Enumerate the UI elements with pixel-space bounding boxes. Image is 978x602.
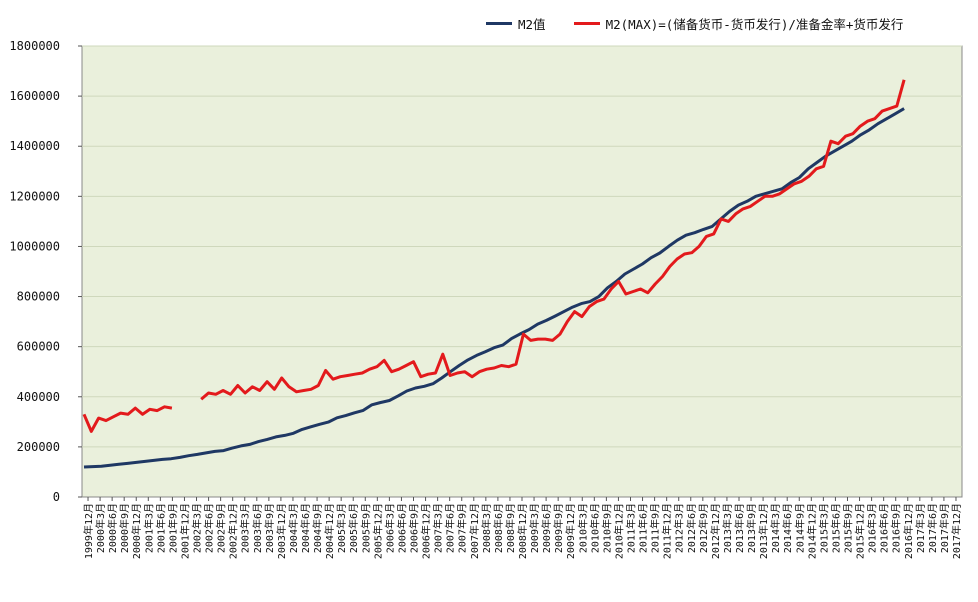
x-tick-label: 2005年6月 [347,503,360,553]
x-tick-label: 2001年12月 [178,503,191,559]
x-tick-label: 2008年6月 [492,503,505,553]
x-tick-label: 2010年6月 [588,503,601,553]
x-tick-label: 2000年9月 [118,503,131,553]
x-tick-label: 2006年6月 [395,503,408,553]
x-tick-label: 2009年12月 [564,503,577,559]
x-tick-label: 2002年9月 [215,503,228,553]
x-tick-label: 2000年6月 [106,503,119,553]
x-tick-label: 2003年9月 [263,503,276,553]
legend-label-m2: M2值 [518,17,546,32]
legend: M2值 M2(MAX)=(储备货币-货币发行)/准备金率+货币发行 [486,14,931,33]
x-tick-label: 2011年6月 [637,503,650,553]
x-tick-label: 2001年9月 [166,503,179,553]
x-tick-label: 2011年12月 [661,503,674,559]
x-tick-label: 2007年6月 [444,503,457,553]
series-line-1 [82,405,173,433]
y-tick-label: 400000 [17,390,60,404]
y-tick-label: 0 [53,490,60,504]
x-tick-label: 2015年9月 [841,503,854,553]
x-tick-label: 1999年12月 [82,503,95,559]
x-tick-label: 2000年12月 [130,503,143,559]
x-tick-label: 2009年9月 [552,503,565,553]
x-tick-label: 2008年12月 [516,503,529,559]
x-tick-label: 2017年12月 [950,503,963,559]
x-tick-label: 2013年9月 [745,503,758,553]
x-tick-label: 2002年3月 [191,503,204,553]
x-tick-label: 2006年3月 [383,503,396,553]
x-tick-label: 2011年9月 [649,503,662,553]
x-tick-label: 2005年12月 [371,503,384,559]
x-tick-label: 2010年12月 [612,503,625,559]
x-tick-label: 2016年9月 [890,503,903,553]
x-tick-label: 2010年3月 [576,503,589,553]
x-tick-label: 2002年6月 [203,503,216,553]
x-tick-label: 2014年3月 [769,503,782,553]
x-tick-label: 2013年12月 [757,503,770,559]
x-tick-label: 2009年6月 [540,503,553,553]
x-tick-label: 2001年3月 [142,503,155,553]
y-tick-label: 1400000 [9,139,60,153]
x-tick-label: 2004年6月 [299,503,312,553]
y-tick-label: 1000000 [9,239,60,253]
x-tick-label: 2016年6月 [878,503,891,553]
x-tick-label: 2011年3月 [624,503,637,553]
x-tick-label: 2001年6月 [154,503,167,553]
x-tick-label: 2000年3月 [94,503,107,553]
x-tick-label: 2012年12月 [709,503,722,559]
x-tick-label: 2012年3月 [673,503,686,553]
x-tick-label: 2004年3月 [287,503,300,553]
x-tick-label: 2017年3月 [914,503,927,553]
y-tick-label: 200000 [17,440,60,454]
x-tick-label: 2016年12月 [902,503,915,559]
x-tick-label: 2014年6月 [781,503,794,553]
x-tick-label: 2007年3月 [432,503,445,553]
x-tick-label: 2006年12月 [420,503,433,559]
x-tick-label: 2012年9月 [697,503,710,553]
x-tick-label: 2005年9月 [359,503,372,553]
x-tick-label: 2014年12月 [805,503,818,559]
x-tick-label: 2009年3月 [528,503,541,553]
x-tick-label: 2003年12月 [275,503,288,559]
y-tick-label: 1200000 [9,189,60,203]
x-tick-label: 2005年3月 [335,503,348,553]
legend-label-m2-max: M2(MAX)=(储备货币-货币发行)/准备金率+货币发行 [605,17,904,32]
x-tick-label: 2008年9月 [504,503,517,553]
series-line-0 [83,107,905,469]
x-tick-label: 2017年6月 [926,503,939,553]
y-tick-label: 1800000 [9,39,60,53]
x-tick-label: 2010年9月 [600,503,613,553]
legend-item-m2-max[interactable]: M2(MAX)=(储备货币-货币发行)/准备金率+货币发行 [573,14,904,33]
x-tick-label: 2006年9月 [408,503,421,553]
y-tick-label: 800000 [17,290,60,304]
x-tick-label: 2017年9月 [938,503,951,553]
x-tick-label: 2016年3月 [866,503,879,553]
x-tick-label: 2007年9月 [456,503,469,553]
series-line-1 [200,79,906,401]
legend-item-m2[interactable]: M2值 [486,14,546,33]
x-tick-label: 2004年9月 [311,503,324,553]
y-tick-label: 600000 [17,340,60,354]
x-tick-label: 2003年3月 [239,503,252,553]
x-tick-label: 2002年12月 [227,503,240,559]
legend-swatch-m2-max [573,22,600,25]
x-tick-label: 2004年12月 [323,503,336,559]
x-tick-label: 2015年12月 [854,503,867,559]
x-tick-label: 2015年3月 [817,503,830,553]
plot-area [81,45,963,498]
x-tick-label: 2015年6月 [829,503,842,553]
x-tick-label: 2014年9月 [793,503,806,553]
x-tick-label: 2007年12月 [468,503,481,559]
y-tick-label: 1600000 [9,89,60,103]
x-tick-label: 2003年6月 [251,503,264,553]
x-tick-label: 2012年6月 [685,503,698,553]
legend-swatch-m2 [486,22,512,25]
x-tick-label: 2008年3月 [480,503,493,553]
x-tick-label: 2013年3月 [721,503,734,553]
x-tick-label: 2013年6月 [733,503,746,553]
